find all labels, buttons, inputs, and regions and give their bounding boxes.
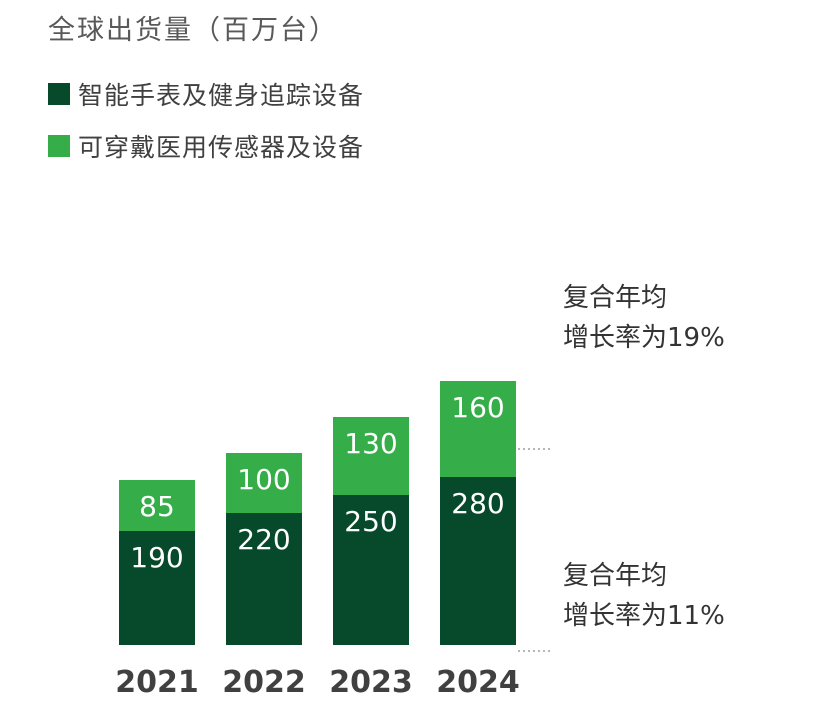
data-label-2023-s0: 250 xyxy=(344,505,397,538)
x-tick-label-2021: 2021 xyxy=(115,665,199,700)
cagr-medical-line-2: 增长率为19% xyxy=(563,323,725,353)
data-label-2024-s1: 160 xyxy=(451,391,504,424)
cagr-medical-line-1: 复合年均 xyxy=(563,283,668,313)
bar-segment-2024-s1 xyxy=(440,381,516,477)
x-tick-label-2022: 2022 xyxy=(222,665,306,700)
bar-segment-2022-s0 xyxy=(226,513,302,645)
bar-segment-2021-s0 xyxy=(119,531,195,645)
data-label-2022-s1: 100 xyxy=(237,463,290,496)
bar-segment-2023-s1 xyxy=(333,417,409,495)
legend-label-medical: 可穿戴医用传感器及设备 xyxy=(78,133,365,162)
cagr-annotation-smartwatch: 复合年均 增长率为11% xyxy=(563,556,725,636)
x-tick-label-2023: 2023 xyxy=(329,665,413,700)
data-label-2023-s1: 130 xyxy=(344,427,397,460)
x-tick-label-2024: 2024 xyxy=(436,665,520,700)
legend-item-medical: 可穿戴医用传感器及设备 xyxy=(48,120,364,172)
legend-label-smartwatch: 智能手表及健身追踪设备 xyxy=(78,81,365,110)
bar-segment-2023-s0 xyxy=(333,495,409,645)
bar-segment-2024-s0 xyxy=(440,477,516,645)
cagr-annotation-medical: 复合年均 增长率为19% xyxy=(563,278,725,358)
bar-segment-2022-s1 xyxy=(226,453,302,513)
data-label-2021-s1: 85 xyxy=(139,490,175,523)
data-label-2022-s0: 220 xyxy=(237,523,290,556)
legend-swatch-medical xyxy=(48,135,70,157)
cagr-smartwatch-line-1: 复合年均 xyxy=(563,561,668,591)
data-label-2024-s0: 280 xyxy=(451,487,504,520)
bar-segment-2021-s1 xyxy=(119,480,195,531)
data-label-2021-s0: 190 xyxy=(130,541,183,574)
legend-item-smartwatch: 智能手表及健身追踪设备 xyxy=(48,68,364,120)
legend: 智能手表及健身追踪设备 可穿戴医用传感器及设备 xyxy=(48,68,364,172)
legend-swatch-smartwatch xyxy=(48,83,70,105)
cagr-smartwatch-line-2: 增长率为11% xyxy=(563,601,725,631)
chart-title: 全球出货量（百万台） xyxy=(48,15,338,46)
